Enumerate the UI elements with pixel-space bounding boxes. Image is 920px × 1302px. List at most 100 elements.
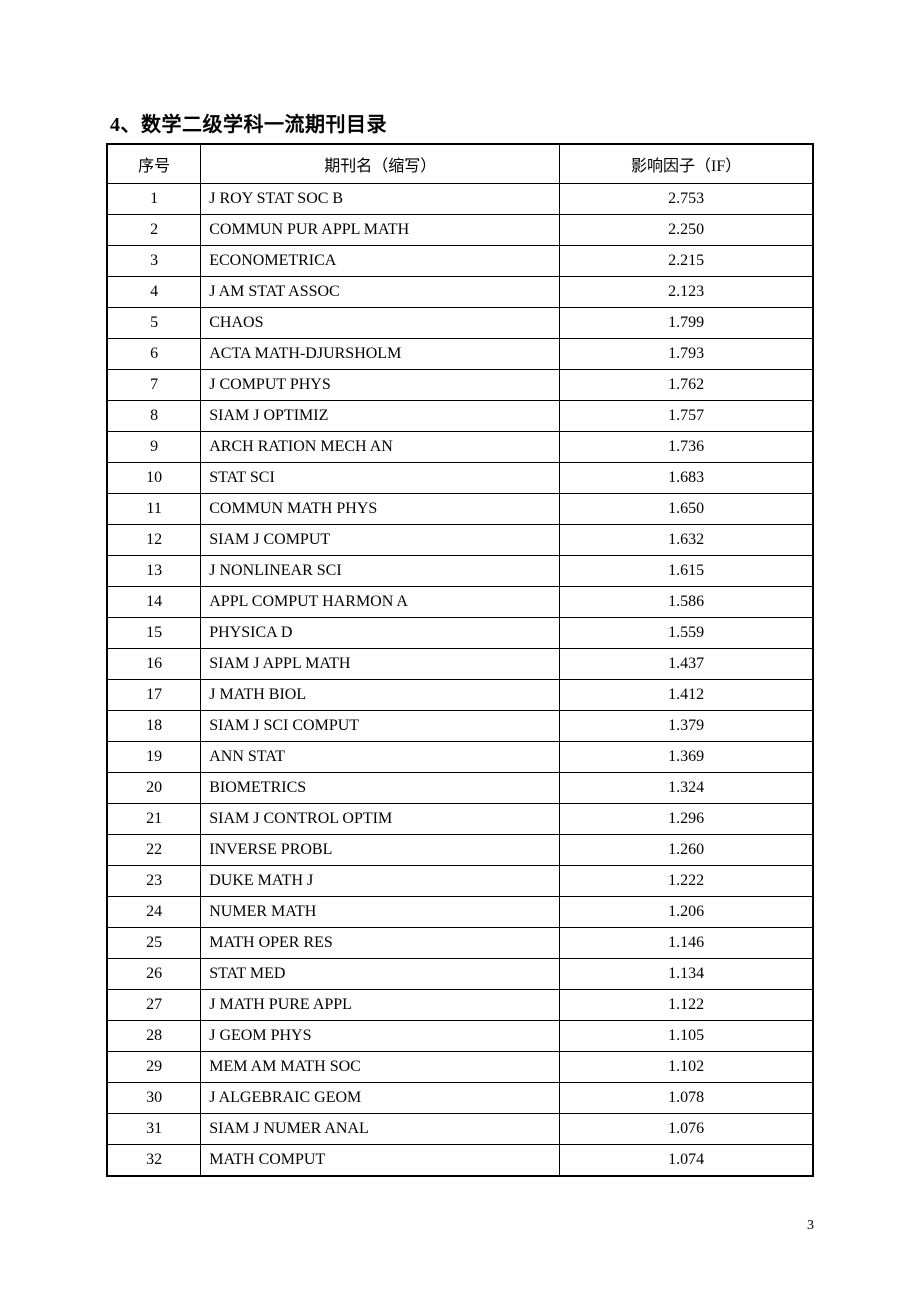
cell-index: 8: [107, 401, 201, 432]
cell-index: 7: [107, 370, 201, 401]
header-name: 期刊名（缩写）: [201, 144, 560, 184]
cell-journal-name: STAT MED: [201, 959, 560, 990]
cell-journal-name: J NONLINEAR SCI: [201, 556, 560, 587]
cell-journal-name: J MATH BIOL: [201, 680, 560, 711]
cell-impact-factor: 1.757: [560, 401, 813, 432]
cell-journal-name: J ROY STAT SOC B: [201, 184, 560, 215]
table-header-row: 序号 期刊名（缩写） 影响因子（IF）: [107, 144, 813, 184]
cell-index: 30: [107, 1083, 201, 1114]
cell-journal-name: J MATH PURE APPL: [201, 990, 560, 1021]
cell-impact-factor: 1.078: [560, 1083, 813, 1114]
cell-index: 23: [107, 866, 201, 897]
table-row: 28J GEOM PHYS1.105: [107, 1021, 813, 1052]
cell-impact-factor: 1.762: [560, 370, 813, 401]
cell-journal-name: MEM AM MATH SOC: [201, 1052, 560, 1083]
cell-index: 9: [107, 432, 201, 463]
cell-index: 10: [107, 463, 201, 494]
cell-journal-name: ECONOMETRICA: [201, 246, 560, 277]
cell-journal-name: COMMUN MATH PHYS: [201, 494, 560, 525]
cell-journal-name: SIAM J OPTIMIZ: [201, 401, 560, 432]
cell-journal-name: INVERSE PROBL: [201, 835, 560, 866]
cell-impact-factor: 1.296: [560, 804, 813, 835]
cell-journal-name: COMMUN PUR APPL MATH: [201, 215, 560, 246]
cell-impact-factor: 1.146: [560, 928, 813, 959]
cell-index: 3: [107, 246, 201, 277]
page-title: 4、数学二级学科一流期刊目录: [106, 108, 814, 137]
cell-index: 11: [107, 494, 201, 525]
cell-index: 19: [107, 742, 201, 773]
cell-journal-name: MATH OPER RES: [201, 928, 560, 959]
cell-index: 21: [107, 804, 201, 835]
table-row: 26STAT MED1.134: [107, 959, 813, 990]
cell-impact-factor: 1.379: [560, 711, 813, 742]
cell-journal-name: ANN STAT: [201, 742, 560, 773]
cell-impact-factor: 1.105: [560, 1021, 813, 1052]
cell-index: 28: [107, 1021, 201, 1052]
table-row: 20BIOMETRICS1.324: [107, 773, 813, 804]
table-row: 2COMMUN PUR APPL MATH2.250: [107, 215, 813, 246]
cell-index: 22: [107, 835, 201, 866]
cell-index: 5: [107, 308, 201, 339]
cell-journal-name: STAT SCI: [201, 463, 560, 494]
cell-index: 18: [107, 711, 201, 742]
table-row: 5CHAOS1.799: [107, 308, 813, 339]
cell-index: 4: [107, 277, 201, 308]
cell-index: 13: [107, 556, 201, 587]
cell-index: 17: [107, 680, 201, 711]
table-row: 9ARCH RATION MECH AN1.736: [107, 432, 813, 463]
cell-journal-name: SIAM J SCI COMPUT: [201, 711, 560, 742]
cell-impact-factor: 1.437: [560, 649, 813, 680]
cell-impact-factor: 1.206: [560, 897, 813, 928]
cell-index: 29: [107, 1052, 201, 1083]
cell-index: 16: [107, 649, 201, 680]
header-impact-factor: 影响因子（IF）: [560, 144, 813, 184]
table-row: 1J ROY STAT SOC B2.753: [107, 184, 813, 215]
cell-impact-factor: 1.324: [560, 773, 813, 804]
cell-impact-factor: 1.736: [560, 432, 813, 463]
cell-impact-factor: 2.123: [560, 277, 813, 308]
table-row: 15PHYSICA D1.559: [107, 618, 813, 649]
cell-index: 6: [107, 339, 201, 370]
cell-journal-name: J GEOM PHYS: [201, 1021, 560, 1052]
table-row: 30J ALGEBRAIC GEOM1.078: [107, 1083, 813, 1114]
table-row: 4J AM STAT ASSOC2.123: [107, 277, 813, 308]
table-row: 12SIAM J COMPUT1.632: [107, 525, 813, 556]
cell-index: 24: [107, 897, 201, 928]
cell-index: 12: [107, 525, 201, 556]
cell-impact-factor: 1.559: [560, 618, 813, 649]
cell-impact-factor: 2.250: [560, 215, 813, 246]
cell-journal-name: APPL COMPUT HARMON A: [201, 587, 560, 618]
cell-impact-factor: 1.369: [560, 742, 813, 773]
table-row: 31SIAM J NUMER ANAL1.076: [107, 1114, 813, 1145]
cell-impact-factor: 1.632: [560, 525, 813, 556]
table-row: 18SIAM J SCI COMPUT1.379: [107, 711, 813, 742]
cell-impact-factor: 1.412: [560, 680, 813, 711]
cell-index: 15: [107, 618, 201, 649]
cell-index: 20: [107, 773, 201, 804]
cell-index: 2: [107, 215, 201, 246]
cell-journal-name: SIAM J NUMER ANAL: [201, 1114, 560, 1145]
cell-journal-name: NUMER MATH: [201, 897, 560, 928]
cell-journal-name: J AM STAT ASSOC: [201, 277, 560, 308]
cell-journal-name: MATH COMPUT: [201, 1145, 560, 1177]
cell-journal-name: CHAOS: [201, 308, 560, 339]
page-number: 3: [807, 1218, 814, 1234]
table-row: 32MATH COMPUT1.074: [107, 1145, 813, 1177]
table-row: 3ECONOMETRICA2.215: [107, 246, 813, 277]
table-row: 23DUKE MATH J1.222: [107, 866, 813, 897]
table-row: 6ACTA MATH-DJURSHOLM1.793: [107, 339, 813, 370]
table-row: 17J MATH BIOL1.412: [107, 680, 813, 711]
cell-journal-name: J COMPUT PHYS: [201, 370, 560, 401]
table-row: 7J COMPUT PHYS1.762: [107, 370, 813, 401]
cell-journal-name: SIAM J COMPUT: [201, 525, 560, 556]
cell-impact-factor: 1.586: [560, 587, 813, 618]
cell-impact-factor: 2.215: [560, 246, 813, 277]
cell-journal-name: J ALGEBRAIC GEOM: [201, 1083, 560, 1114]
table-row: 13J NONLINEAR SCI1.615: [107, 556, 813, 587]
cell-impact-factor: 1.102: [560, 1052, 813, 1083]
cell-impact-factor: 1.683: [560, 463, 813, 494]
table-row: 16SIAM J APPL MATH1.437: [107, 649, 813, 680]
cell-impact-factor: 1.074: [560, 1145, 813, 1177]
cell-impact-factor: 1.793: [560, 339, 813, 370]
journal-table: 序号 期刊名（缩写） 影响因子（IF） 1J ROY STAT SOC B2.7…: [106, 143, 814, 1177]
